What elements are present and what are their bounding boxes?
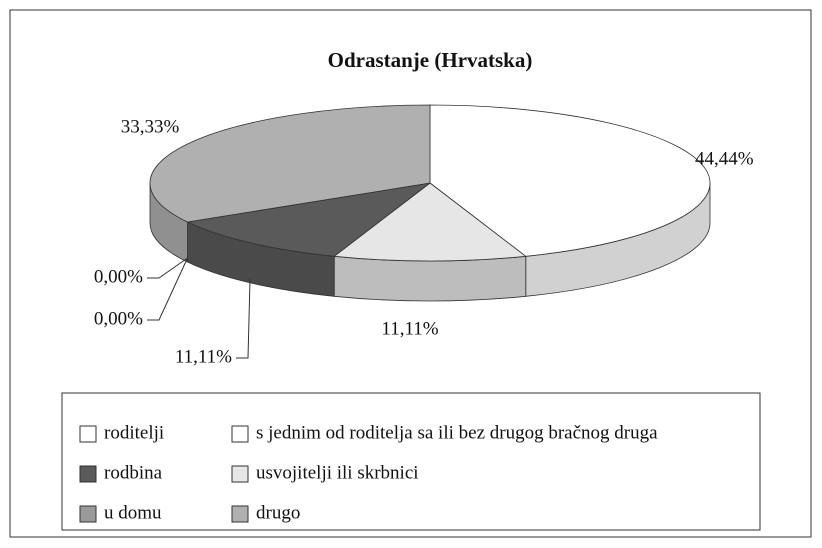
legend-label: roditelji bbox=[104, 422, 164, 443]
legend-swatch bbox=[79, 425, 97, 443]
slice bbox=[149, 104, 431, 223]
legend-swatch bbox=[79, 505, 97, 523]
slice-side bbox=[333, 255, 527, 302]
legend-swatch bbox=[231, 465, 249, 483]
data-label: 11,11% bbox=[381, 318, 438, 339]
data-label: 0,00% bbox=[94, 308, 143, 329]
legend-swatch bbox=[231, 425, 249, 443]
legend-label: usvojitelji ili skrbnici bbox=[256, 462, 419, 483]
legend-label: u domu bbox=[104, 502, 162, 523]
legend-swatch bbox=[231, 505, 249, 523]
legend-label: drugo bbox=[256, 502, 300, 523]
legend-box bbox=[61, 392, 761, 531]
data-label: 0,00% bbox=[94, 266, 143, 287]
legend-swatch bbox=[79, 465, 97, 483]
slice bbox=[429, 104, 711, 257]
legend-label: rodbina bbox=[104, 462, 163, 483]
leader-line bbox=[236, 278, 251, 359]
chart-title: Odrastanje (Hrvatska) bbox=[328, 48, 533, 72]
legend-label: s jednim od roditelja sa ili bez drugog … bbox=[256, 422, 658, 443]
slice bbox=[333, 182, 527, 262]
data-label: 33,33% bbox=[121, 116, 180, 137]
slice bbox=[186, 182, 431, 257]
leader-line bbox=[147, 257, 188, 321]
leader-line bbox=[147, 257, 188, 279]
data-label: 11,11% bbox=[175, 346, 232, 367]
data-label: 44,44% bbox=[695, 148, 754, 169]
